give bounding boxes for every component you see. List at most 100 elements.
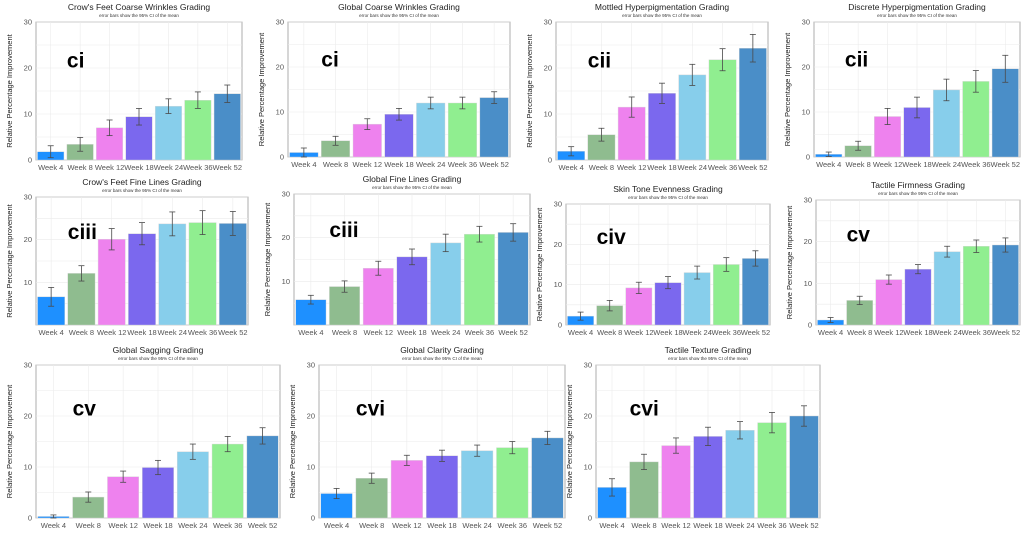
bar — [464, 233, 495, 326]
bar — [384, 114, 414, 158]
bar — [97, 239, 126, 326]
y-tick-label: 30 — [276, 18, 284, 27]
y-tick-label: 20 — [24, 235, 32, 244]
chart-subtitle: error bars show the 95% CI of the mean — [622, 13, 702, 18]
bar — [625, 287, 653, 326]
y-tick-label: 0 — [588, 514, 592, 523]
y-axis-label: Relative Percentage Improvement — [5, 203, 14, 317]
x-tick-label: Week 36 — [962, 328, 991, 337]
bar — [188, 222, 217, 326]
x-tick-label: Week 24 — [154, 163, 183, 172]
bar — [447, 102, 477, 158]
x-tick-label: Week 52 — [789, 521, 818, 530]
x-tick-label: Week 12 — [97, 328, 126, 337]
bar — [158, 223, 187, 326]
panel-label: cii — [588, 50, 611, 73]
x-tick-label: Week 24 — [158, 328, 187, 337]
y-tick-label: 20 — [584, 412, 592, 421]
panel-label: civ — [597, 226, 627, 249]
x-tick-label: Week 8 — [69, 328, 94, 337]
x-tick-label: Week 18 — [902, 160, 931, 169]
bar — [362, 268, 394, 326]
x-tick-label: Week 12 — [353, 160, 382, 169]
y-tick-label: 20 — [802, 63, 810, 72]
x-tick-label: Week 36 — [961, 160, 990, 169]
bar — [184, 99, 212, 161]
bar — [725, 430, 755, 519]
y-tick-label: 20 — [544, 64, 552, 73]
x-tick-label: Week 36 — [498, 521, 527, 530]
bar — [329, 286, 360, 326]
x-tick-label: Week 8 — [76, 521, 101, 530]
bar — [213, 93, 241, 161]
y-tick-label: 30 — [307, 361, 315, 370]
y-tick-label: 0 — [28, 156, 32, 165]
x-tick-label: Week 4 — [816, 160, 841, 169]
x-tick-label: Week 36 — [465, 328, 494, 337]
bar — [479, 97, 509, 158]
bar — [497, 232, 529, 326]
bar — [712, 264, 740, 326]
bar — [648, 93, 676, 161]
bar — [246, 435, 279, 519]
bar — [678, 74, 707, 161]
x-tick-label: Week 8 — [631, 521, 656, 530]
x-tick-label: Week 24 — [682, 328, 711, 337]
x-tick-label: Week 24 — [416, 160, 445, 169]
chart-title: Skin Tone Evenness Grading — [613, 184, 723, 194]
panel-label: cvi — [356, 397, 385, 420]
y-axis-label: Relative Percentage Improvement — [525, 33, 534, 147]
bar — [654, 282, 682, 326]
x-tick-label: Week 4 — [298, 328, 323, 337]
bar — [461, 450, 494, 519]
y-tick-label: 10 — [276, 108, 284, 117]
chart-title: Global Coarse Wrinkles Grading — [338, 2, 460, 12]
x-tick-label: Week 12 — [661, 521, 690, 530]
bar — [757, 422, 787, 519]
bar — [991, 68, 1019, 158]
bar — [962, 246, 990, 326]
chart-title: Mottled Hyperpigmentation Grading — [595, 2, 729, 12]
x-tick-label: Week 4 — [38, 163, 63, 172]
x-tick-label: Week 52 — [738, 163, 767, 172]
panel-label: ci — [321, 49, 339, 72]
bar — [962, 81, 990, 158]
y-tick-label: 10 — [24, 278, 32, 287]
bar — [425, 455, 459, 519]
x-tick-label: Week 12 — [624, 328, 653, 337]
bar — [107, 476, 140, 519]
y-axis-label: Relative Percentage Improvement — [5, 33, 14, 147]
panel-label: cv — [847, 223, 871, 246]
chart-title: Tactile Firmness Grading — [871, 180, 965, 190]
x-tick-label: Week 18 — [693, 521, 722, 530]
y-tick-label: 20 — [282, 233, 290, 242]
x-tick-label: Week 52 — [991, 328, 1020, 337]
bar — [629, 461, 659, 519]
x-tick-label: Week 36 — [448, 160, 477, 169]
x-tick-label: Week 52 — [213, 163, 242, 172]
bar — [904, 268, 932, 326]
x-tick-label: Week 12 — [874, 328, 903, 337]
chart-subtitle: error bars show the 95% CI of the mean — [359, 13, 439, 18]
x-tick-label: Week 52 — [741, 328, 770, 337]
x-tick-label: Week 24 — [462, 521, 491, 530]
bar — [739, 48, 767, 161]
bar — [430, 242, 462, 326]
y-tick-label: 0 — [558, 321, 562, 330]
y-axis-label: Relative Percentage Improvement — [565, 384, 574, 498]
y-tick-label: 20 — [24, 412, 32, 421]
x-tick-label: Week 36 — [712, 328, 741, 337]
x-tick-label: Week 52 — [991, 160, 1020, 169]
panel-label: cii — [845, 49, 868, 72]
y-tick-label: 20 — [307, 412, 315, 421]
x-tick-label: Week 36 — [188, 328, 217, 337]
bar — [396, 256, 428, 326]
x-tick-label: Week 36 — [213, 521, 242, 530]
y-tick-label: 10 — [307, 463, 315, 472]
y-tick-label: 10 — [24, 110, 32, 119]
